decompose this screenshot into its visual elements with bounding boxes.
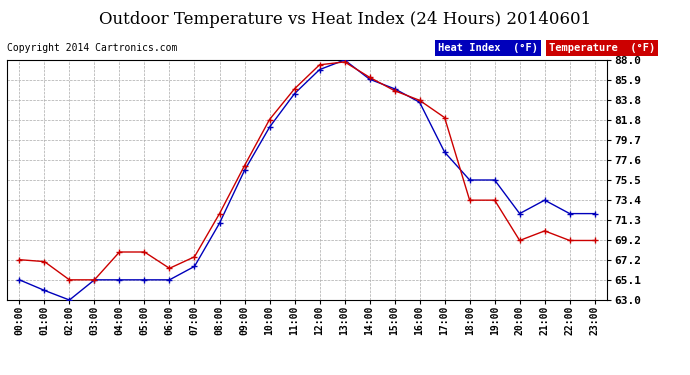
Text: Outdoor Temperature vs Heat Index (24 Hours) 20140601: Outdoor Temperature vs Heat Index (24 Ho… [99,11,591,28]
Text: Temperature  (°F): Temperature (°F) [549,43,655,53]
Text: Copyright 2014 Cartronics.com: Copyright 2014 Cartronics.com [7,43,177,53]
Text: Heat Index  (°F): Heat Index (°F) [438,43,538,53]
